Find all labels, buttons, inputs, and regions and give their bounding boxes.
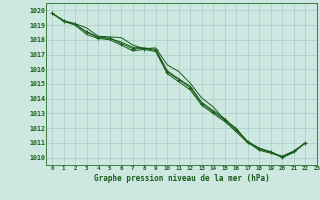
X-axis label: Graphe pression niveau de la mer (hPa): Graphe pression niveau de la mer (hPa)	[94, 174, 269, 183]
